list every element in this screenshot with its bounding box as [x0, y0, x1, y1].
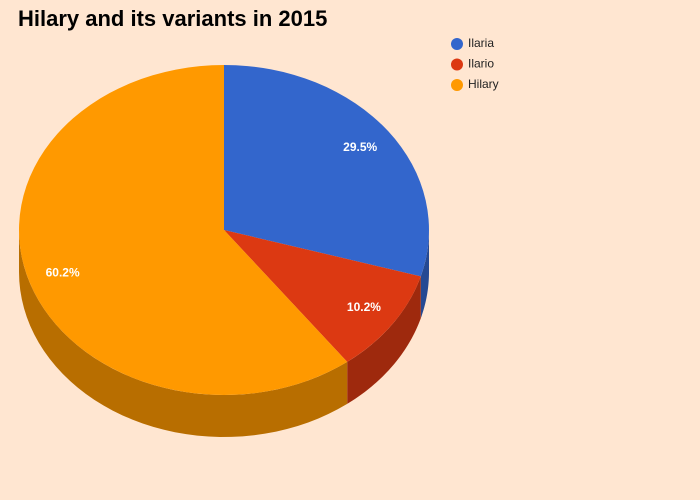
- value-label: 60.2%: [46, 266, 80, 280]
- slice: [224, 65, 429, 277]
- legend-marker: [451, 58, 463, 71]
- chart-title: Hilary and its variants in 2015: [18, 6, 327, 31]
- slice: [224, 230, 421, 362]
- slice-side: [347, 276, 421, 404]
- legend-marker: [451, 38, 463, 50]
- value-label: 10.2%: [347, 300, 381, 314]
- slice-side: [420, 230, 429, 319]
- value-label: 29.5%: [343, 140, 377, 154]
- legend-label: Ilario: [468, 57, 494, 71]
- slice-side: [19, 230, 348, 437]
- legend-label: Ilaria: [468, 36, 494, 50]
- legend-label: Hilary: [468, 77, 499, 91]
- legend-marker: [451, 79, 463, 91]
- slice: [18, 65, 348, 395]
